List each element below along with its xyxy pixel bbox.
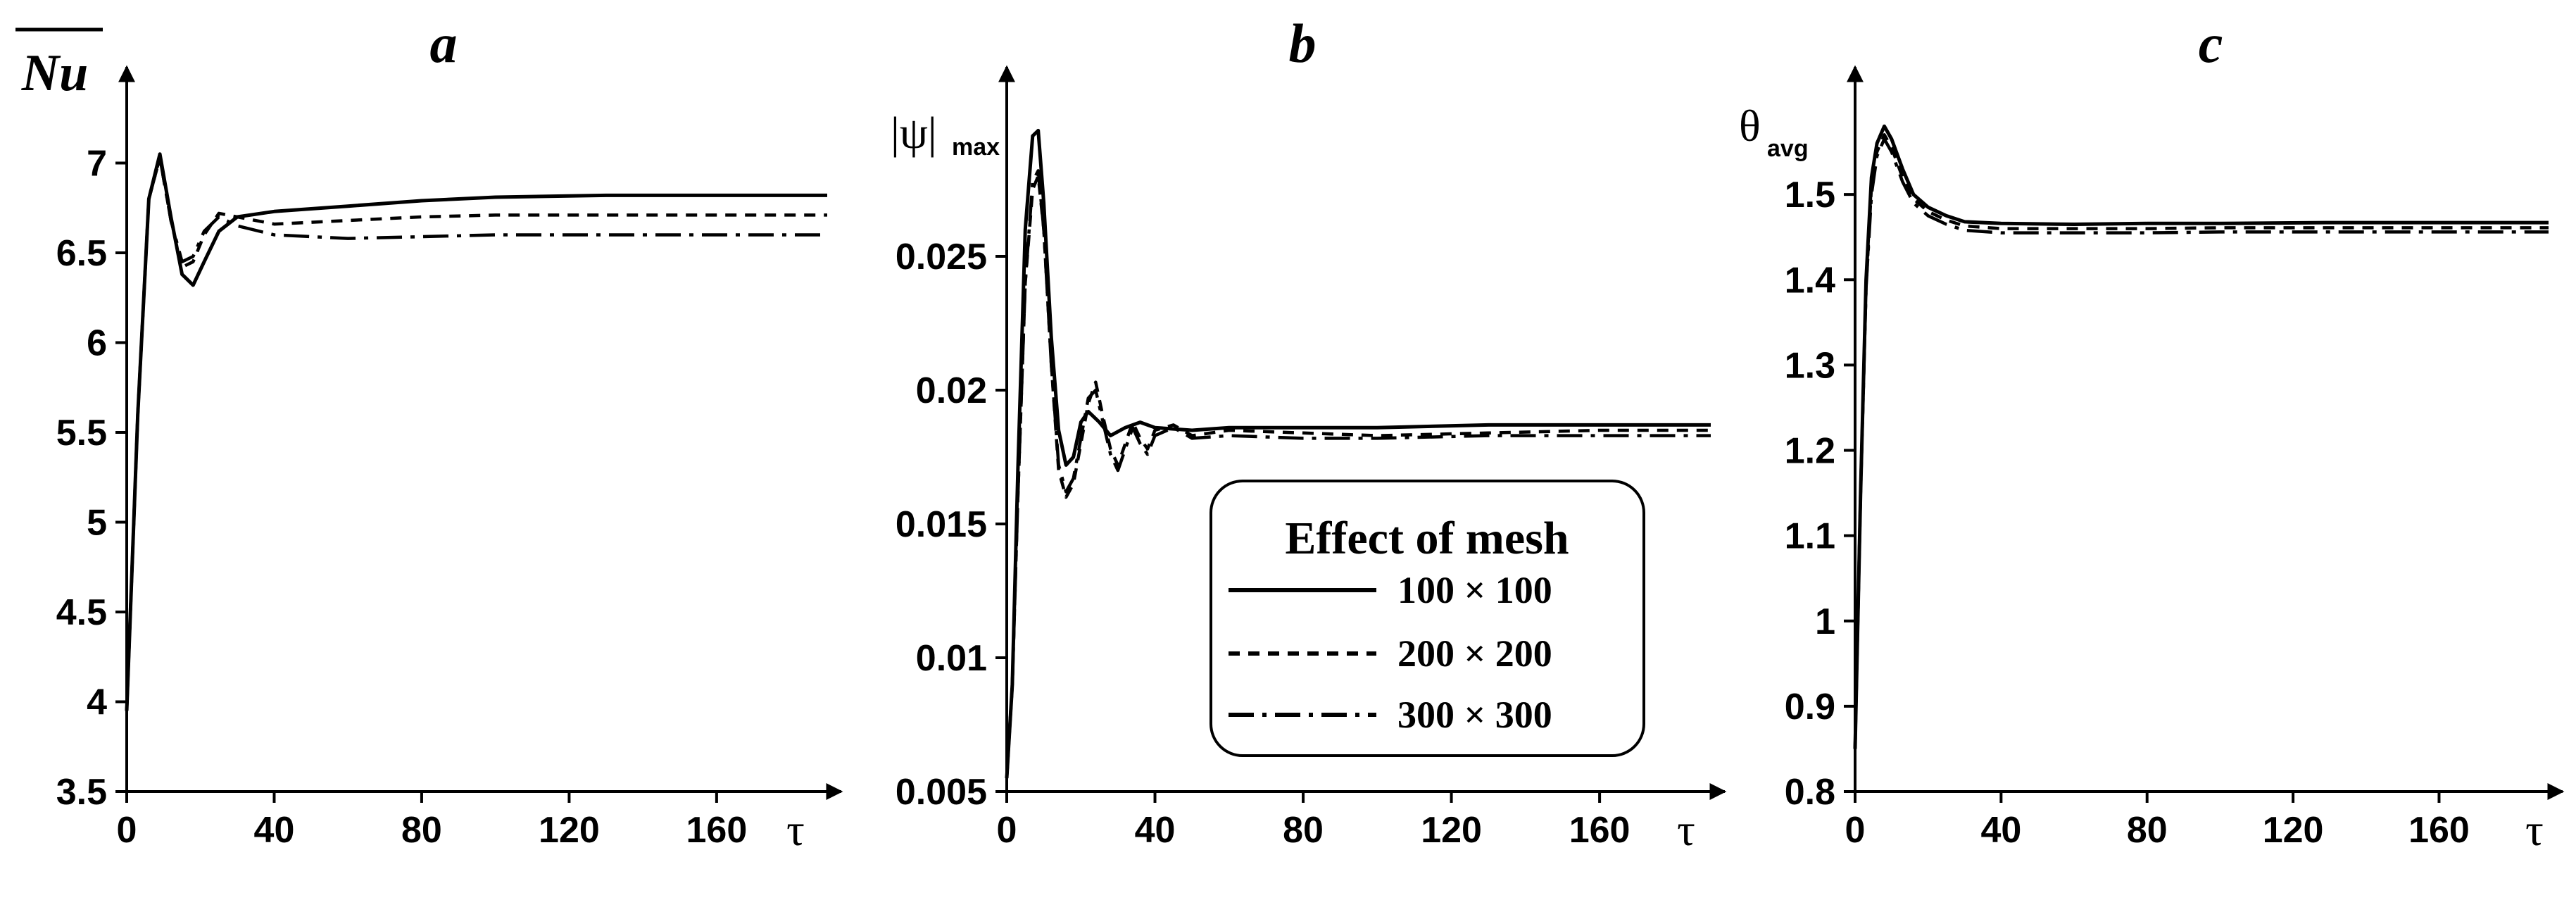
y-tick-label: 3.5 [56, 772, 107, 813]
series-line-dash [125, 156, 827, 711]
panel-a-y-ticks: 3.5 4 4.5 5 5.5 6 6.5 7 [56, 144, 127, 813]
panel-a-y-label: Nu [21, 44, 89, 102]
panel-b-y-label-sub: max [952, 134, 1000, 161]
y-tick-label: 0.015 [896, 504, 987, 545]
panel-c-letter: c [2199, 13, 2223, 74]
panel-b-x-ticks: 0 40 80 120 160 [997, 792, 1631, 851]
y-tick-label: 0.005 [896, 772, 987, 813]
x-tick-label: 120 [539, 810, 600, 851]
panel-c-series [1853, 124, 2549, 749]
panel-a-letter: a [430, 13, 458, 74]
y-tick-label: 0.9 [1785, 687, 1835, 727]
x-tick-label: 160 [1569, 810, 1631, 851]
y-tick-label: 6.5 [56, 233, 107, 274]
panel-b-y-ticks: 0.005 0.01 0.015 0.02 0.025 [896, 237, 1007, 813]
panel-b-x-label: τ [1677, 805, 1695, 855]
panel-a-x-ticks: 0 40 80 120 160 [117, 792, 748, 851]
y-tick-label: 4.5 [56, 592, 107, 633]
series-line-dashdot [125, 156, 827, 711]
y-tick-label: 4 [87, 682, 107, 723]
legend-label-200: 200 × 200 [1397, 632, 1552, 675]
y-tick-label: 0.02 [916, 370, 987, 411]
x-tick-label: 160 [2408, 810, 2470, 851]
legend: Effect of mesh 100 × 100 200 × 200 300 ×… [1210, 480, 1645, 757]
x-tick-label: 80 [2127, 810, 2168, 851]
x-tick-label: 0 [117, 810, 137, 851]
legend-label-300: 300 × 300 [1397, 694, 1552, 736]
y-tick-label: 5.5 [56, 413, 107, 454]
legend-box [1210, 480, 1645, 757]
series-line-dashdot [1853, 137, 2549, 749]
y-tick-label: 6 [87, 323, 107, 364]
x-tick-label: 80 [401, 810, 442, 851]
y-tick-label: 1 [1815, 601, 1835, 642]
y-tick-label: 1.5 [1785, 175, 1835, 215]
panel-a: a Nu τ 0 40 80 120 160 3.5 4 4.5 5 5.5 6 6.5 7 [15, 13, 843, 855]
panel-b-letter: b [1289, 13, 1317, 74]
y-tick-label: 0.025 [896, 237, 987, 277]
series-line-dash [1005, 174, 1711, 779]
panel-c-y-label-sub: avg [1767, 135, 1809, 162]
y-tick-label: 1.3 [1785, 345, 1835, 386]
y-tick-label: 0.01 [916, 638, 987, 679]
y-tick-label: 0.8 [1785, 772, 1835, 813]
x-tick-label: 40 [1135, 810, 1176, 851]
y-tick-label: 5 [87, 503, 107, 544]
x-tick-label: 160 [686, 810, 748, 851]
panel-c-x-label: τ [2525, 805, 2544, 855]
x-tick-label: 80 [1283, 810, 1324, 851]
y-tick-label: 1.1 [1785, 516, 1835, 557]
x-tick-label: 0 [1845, 810, 1866, 851]
x-tick-label: 0 [997, 810, 1017, 851]
panel-b-series [1005, 128, 1711, 779]
panel-a-x-label: τ [786, 805, 805, 855]
series-line-dashdot [1005, 169, 1711, 779]
y-tick-label: 1.4 [1785, 260, 1835, 301]
panel-c-x-ticks: 0 40 80 120 160 [1845, 792, 2470, 851]
x-tick-label: 40 [1980, 810, 2021, 851]
x-tick-label: 40 [254, 810, 295, 851]
series-line-solid [1853, 124, 2549, 749]
panel-b: b |ψ| max τ 0 40 80 120 160 0.0050.010.0150.… [891, 13, 1727, 855]
legend-label-100: 100 × 100 [1397, 569, 1552, 611]
panel-c: c θ avg τ 0 40 80 120 160 0.8 0.9 1 1.1 1.2 1.3 1.… [1739, 13, 2565, 855]
x-tick-label: 120 [2263, 810, 2324, 851]
panel-b-y-label: |ψ| [891, 108, 937, 158]
panel-c-y-ticks: 0.8 0.9 1 1.1 1.2 1.3 1.4 1.5 [1785, 175, 1855, 813]
y-tick-label: 7 [87, 144, 107, 185]
series-line-solid [125, 152, 827, 711]
y-tick-label: 1.2 [1785, 431, 1835, 472]
legend-title: Effect of mesh [1285, 513, 1569, 564]
panel-c-y-label: θ [1739, 101, 1761, 151]
x-tick-label: 120 [1421, 810, 1482, 851]
panel-a-series [125, 152, 827, 711]
